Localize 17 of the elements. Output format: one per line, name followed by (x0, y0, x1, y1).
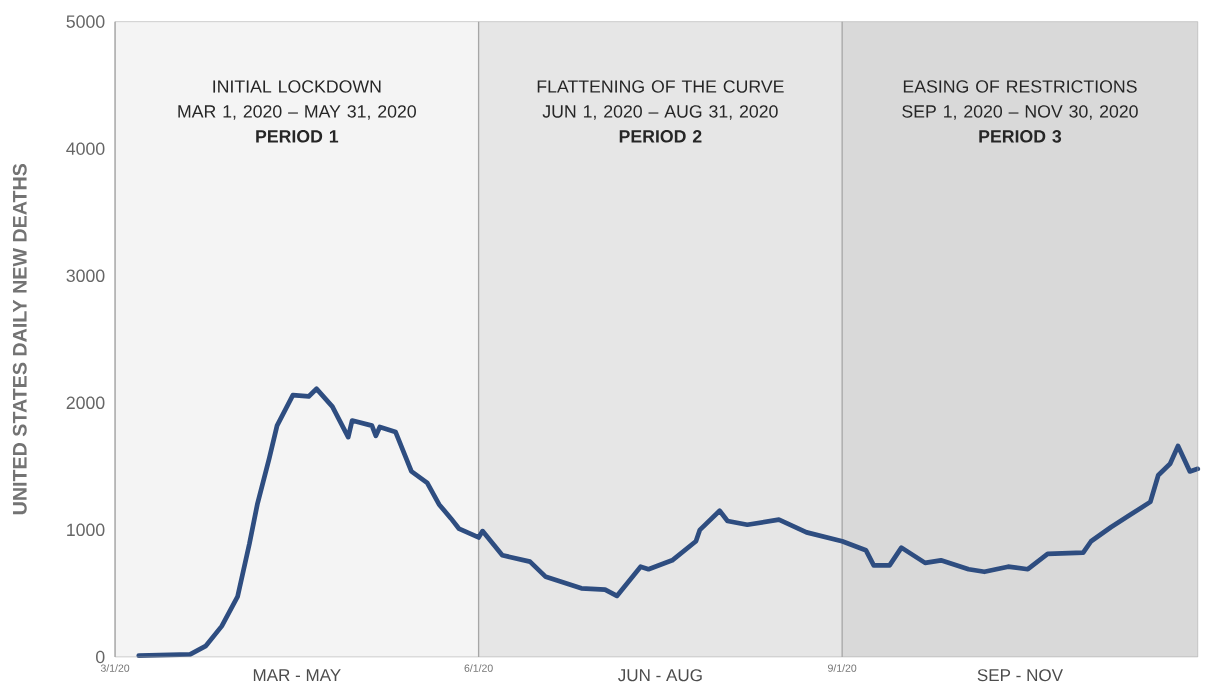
y-tick-label: 3000 (66, 269, 105, 282)
y-tick-label: 1000 (67, 523, 105, 536)
x-tick-label: 3/1/20 (100, 663, 130, 672)
band-label: INITIAL LOCKDOWN MAR 1, 2020 – MAY 31, 2020 PERIOD 1 (178, 80, 416, 143)
line-series (136, 386, 1201, 658)
y-tick-label: 5000 (66, 15, 105, 28)
y-tick-label: 4000 (66, 142, 105, 155)
band-label: FLATTENING OF THE CURVE JUN 1, 2020 – AUG 31, 2020 PERIOD 2 (537, 80, 784, 143)
band-label: EASING OF RESTRICTIONS SEP 1, 2020 – NOV 30, 2020 PERIOD 3 (902, 80, 1138, 143)
y-tick-label: 0 (96, 650, 105, 663)
x-tick-label: 6/1/20 (464, 663, 493, 672)
text: SEP - NOV (977, 668, 1063, 682)
text: JUN - AUG (618, 668, 702, 682)
y-axis-title: UNITED STATES DAILY NEW DEATHS (12, 163, 27, 515)
text: MAR - MAY (253, 669, 341, 681)
y-tick-label: 2000 (66, 396, 105, 409)
x-tick-label: 9/1/20 (828, 663, 857, 672)
